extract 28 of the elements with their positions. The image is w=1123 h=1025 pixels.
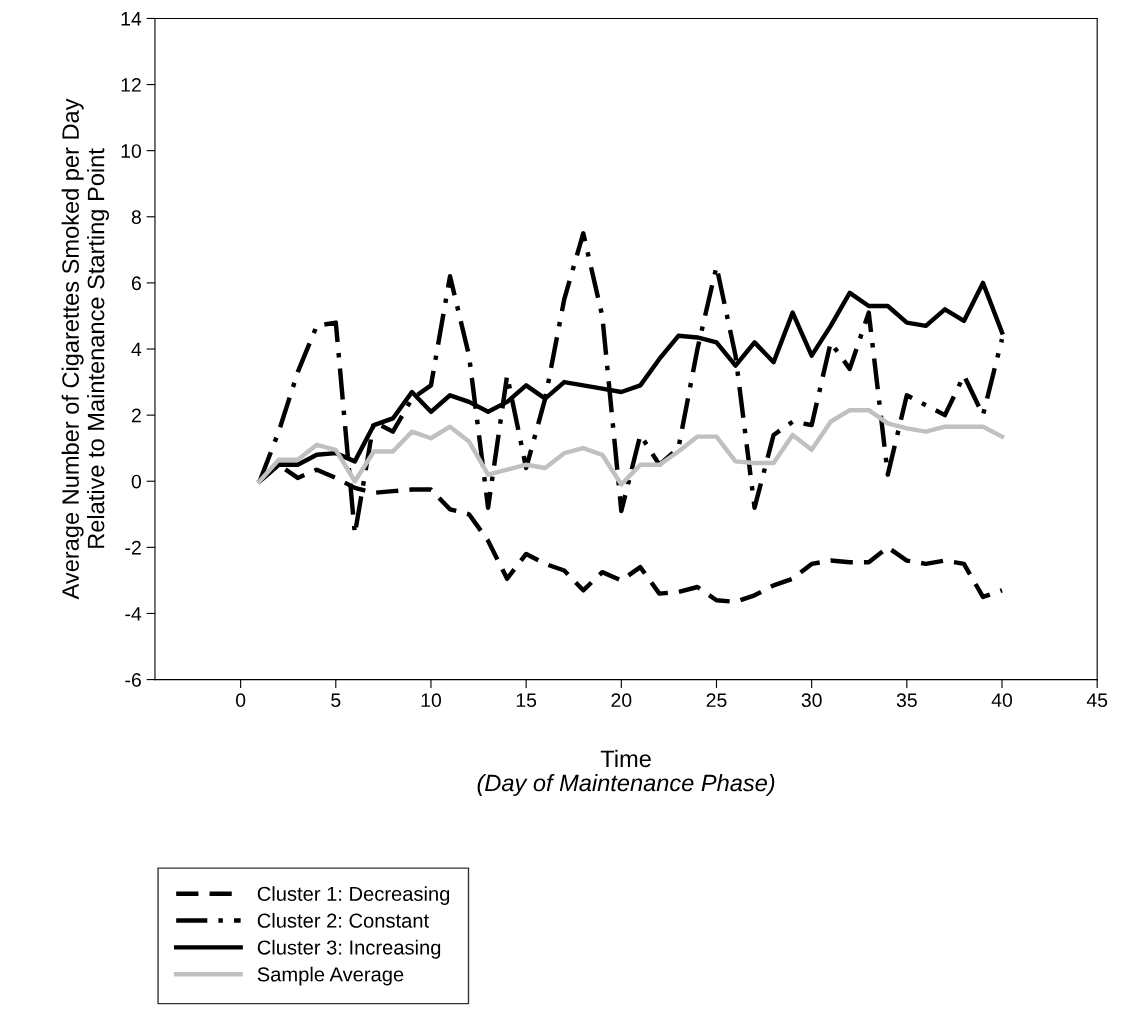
x-tick-label: 15	[516, 693, 537, 708]
x-tick-label: 10	[421, 693, 442, 708]
y-tick-label: -2	[125, 540, 141, 555]
y-tick-label: 6	[131, 276, 141, 291]
x-tick-label: 5	[331, 693, 341, 708]
text: (Day of Maintenance Phase)	[477, 773, 775, 797]
x-tick-label: 35	[896, 693, 917, 708]
legend-label: Cluster 1: Decreasing	[257, 886, 450, 905]
y-tick-label: -4	[125, 607, 142, 621]
x-tick-label: 0	[235, 693, 246, 708]
x-tick-label: 45	[1086, 693, 1108, 708]
x-tick-label: 25	[706, 693, 727, 708]
legend-label: Sample Average	[257, 966, 404, 986]
x-tick-label: 40	[991, 693, 1013, 708]
y-tick-label: 10	[121, 144, 142, 158]
x-tick-label: 20	[611, 693, 632, 708]
x-tick-label: 30	[801, 693, 822, 708]
y-tick-label: 8	[131, 210, 141, 225]
legend-label: Cluster 2: Constant	[257, 913, 429, 928]
y-tick-label: 12	[121, 78, 141, 92]
y-axis-title: Average Number of Cigarettes Smoked per Day Relative to Maintenance Starting Point	[61, 98, 110, 600]
legend-label: Cluster 3: Increasing	[257, 939, 441, 959]
y-tick-label: 2	[131, 408, 141, 423]
x-axis-title: Time	[600, 749, 651, 768]
y-tick-label: -6	[125, 673, 141, 687]
y-tick-label: 14	[121, 12, 142, 26]
y-tick-label: 0	[131, 474, 142, 489]
y-tick-label: 4	[131, 342, 142, 357]
